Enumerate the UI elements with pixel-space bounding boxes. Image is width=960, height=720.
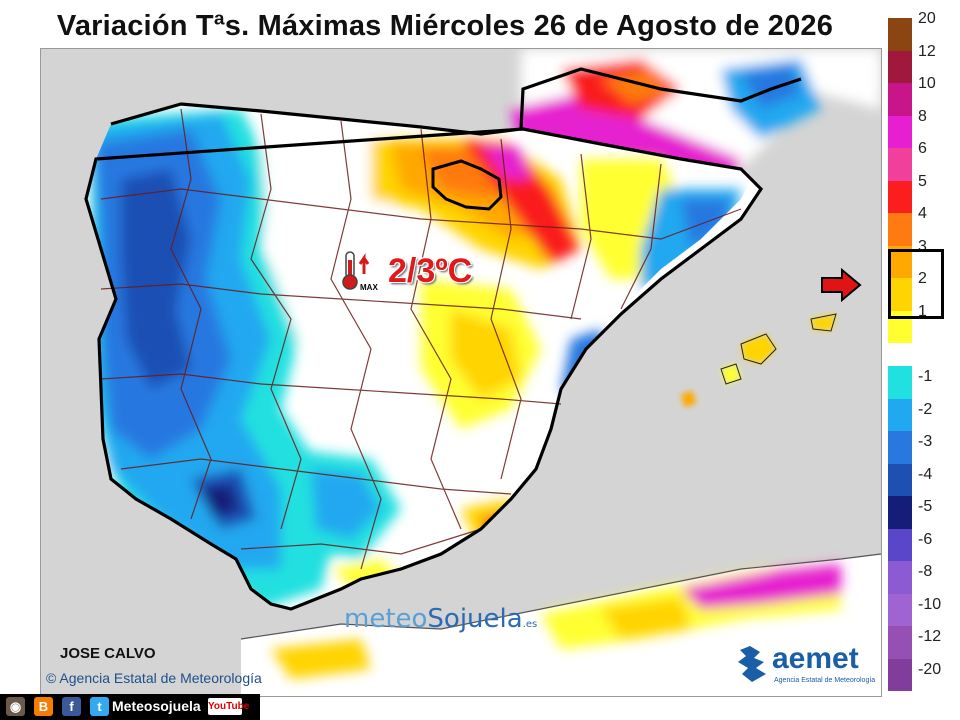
- legend-label: -5: [918, 498, 933, 515]
- legend-label: 6: [918, 140, 927, 157]
- legend-highlight-box: [888, 249, 944, 319]
- legend-swatch: [888, 463, 912, 496]
- aemet-subtitle: Agencia Estatal de Meteorología: [774, 677, 876, 684]
- legend-swatch: [888, 658, 912, 691]
- legend-label: -3: [918, 433, 933, 450]
- watermark-part2: Sojuela: [427, 604, 523, 634]
- watermark-part1: meteo: [344, 604, 428, 634]
- anomaly-map: [40, 48, 882, 697]
- legend-label: -4: [918, 465, 933, 483]
- legend-label: 4: [918, 205, 927, 222]
- legend-swatch: [888, 310, 912, 343]
- legend-swatch: [888, 561, 912, 594]
- watermark-suffix: .es: [522, 619, 538, 630]
- legend-label: 5: [918, 172, 927, 190]
- legend-label: 1: [918, 302, 927, 320]
- aemet-logo: aemet Agencia Estatal de Meteorología: [736, 642, 876, 690]
- anomaly-fields: [91, 109, 741, 609]
- social-bar: ◉ B f t Meteosojuela YouTube: [0, 694, 260, 720]
- legend-label: -12: [918, 628, 942, 645]
- legend-swatch: [888, 431, 912, 464]
- legend-label: 20: [918, 10, 936, 27]
- legend-swatch: [888, 213, 912, 246]
- facebook-icon[interactable]: f: [62, 697, 81, 716]
- twitter-icon[interactable]: t: [90, 697, 109, 716]
- legend-label: 2: [918, 270, 927, 287]
- legend-swatch: [888, 626, 912, 659]
- legend-swatch: [888, 278, 912, 311]
- legend-label: -8: [918, 563, 933, 580]
- instagram-icon[interactable]: ◉: [6, 697, 25, 716]
- blogger-icon[interactable]: B: [34, 697, 53, 716]
- legend-swatch: [888, 18, 912, 51]
- legend-swatch: [888, 180, 912, 213]
- max-increase-label: 2/3ºC: [388, 252, 473, 290]
- balearic-islands: [681, 314, 836, 407]
- legend-swatch: [888, 528, 912, 561]
- thermo-max-text: MAX: [360, 283, 378, 292]
- legend-swatch: [888, 50, 912, 83]
- social-handle[interactable]: Meteosojuela: [112, 698, 201, 714]
- legend-swatch: [888, 148, 912, 181]
- legend-label: 3: [918, 237, 927, 255]
- legend-label: -6: [918, 530, 933, 548]
- north-africa-anomalies: [241, 554, 881, 696]
- legend-label: -1: [918, 368, 933, 385]
- legend-label: 12: [918, 42, 936, 60]
- la-rioja-outline: [431, 159, 503, 211]
- legend-swatch: [888, 83, 912, 116]
- color-legend: 20 12 10 8 6 5 4 3 2 1 -1 -2 -3 -4 -5 -6 -8 -10 -12 -20: [888, 10, 960, 698]
- coastline: [84, 67, 802, 611]
- red-arrow-icon: [821, 268, 862, 302]
- province-borders: [100, 108, 742, 570]
- legend-label: 8: [918, 107, 927, 125]
- youtube-icon[interactable]: YouTube: [208, 698, 249, 715]
- map-title: Variación Tªs. Máximas Miércoles 26 de A…: [56, 10, 834, 42]
- legend-label: -10: [918, 595, 942, 613]
- author-credit: JOSE CALVO: [60, 645, 156, 662]
- meteosojuela-watermark: meteoSojuela.es: [344, 604, 537, 634]
- legend-swatch: [888, 366, 912, 399]
- legend-swatch: [888, 115, 912, 148]
- aemet-name: aemet: [772, 642, 859, 675]
- copyright-text: © Agencia Estatal de Meteorología: [46, 670, 262, 686]
- legend-label: -20: [918, 660, 942, 678]
- legend-label: -2: [918, 400, 933, 418]
- legend-swatch: [888, 398, 912, 431]
- aemet-emblem-icon: [738, 646, 766, 682]
- legend-swatch: [888, 593, 912, 626]
- legend-swatch: [888, 496, 912, 529]
- legend-label: 10: [918, 75, 936, 92]
- thermometer-max-icon: MAX: [342, 251, 378, 292]
